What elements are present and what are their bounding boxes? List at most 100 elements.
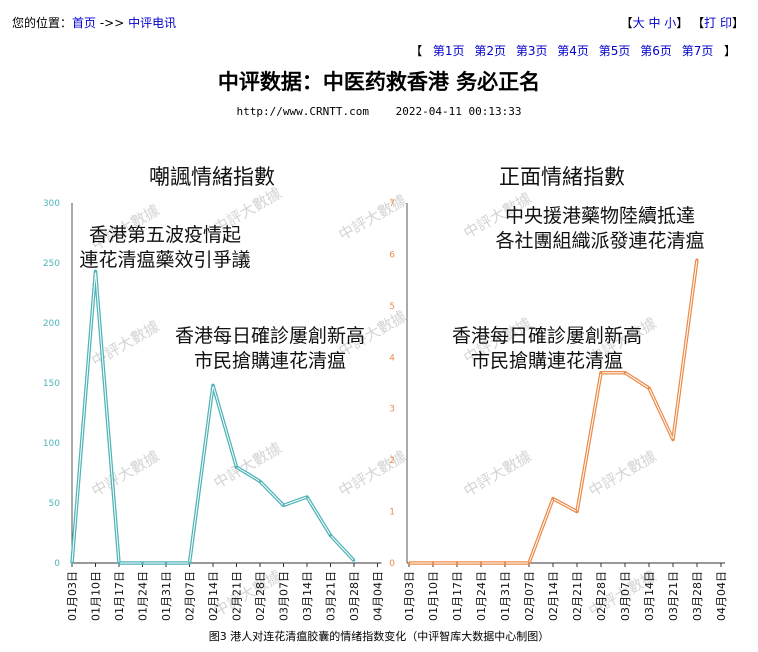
x-tick-label: 01月03日 (403, 571, 416, 621)
data-point (695, 258, 699, 261)
breadcrumb-prefix: 您的位置： (12, 16, 73, 30)
x-tick-label: 03月28日 (348, 571, 361, 621)
data-point (141, 561, 144, 565)
x-tick-label: 01月10日 (427, 571, 440, 621)
y-tick-label: 250 (43, 259, 60, 269)
font-large-button[interactable]: 大 (632, 16, 645, 30)
y-tick-label: 1 (389, 508, 395, 518)
chart-annotation: 各社團組織派發連花清瘟 (495, 230, 704, 252)
y-tick-label: 0 (389, 559, 395, 569)
chart-annotation: 市民搶購連花清瘟 (194, 350, 346, 372)
font-size-controls: 【大 中 小】 【打 印】 (621, 14, 744, 31)
series-line-outline (70, 269, 356, 565)
watermark-text: 中評大數據 (211, 439, 285, 492)
watermark-text: 中評大數據 (586, 447, 660, 500)
x-tick-label: 02月14日 (547, 571, 560, 621)
y-tick-label: 3 (389, 405, 395, 415)
y-tick-label: 150 (43, 379, 60, 389)
figure-caption: 图3 港人对连花清瘟胶囊的情绪指数变化（中评智库大数据中心制图） (208, 630, 550, 643)
font-small-button[interactable]: 小 (664, 16, 677, 30)
x-tick-label: 02月14日 (207, 571, 220, 621)
x-tick-label: 01月03日 (66, 571, 79, 621)
data-point (70, 561, 74, 565)
y-tick-label: 2 (389, 456, 395, 466)
x-tick-label: 01月31日 (160, 571, 173, 621)
breadcrumb-section-link[interactable]: 中评电讯 (128, 16, 177, 30)
series-line-inner (409, 259, 698, 564)
x-tick-label: 03月07日 (278, 571, 291, 621)
y-tick-label: 5 (389, 302, 395, 312)
page-link-2[interactable]: 第2页 (474, 44, 506, 58)
page-link-4[interactable]: 第4页 (557, 44, 589, 58)
x-tick-label: 01月10日 (90, 571, 103, 621)
x-tick-label: 03月28日 (691, 571, 704, 621)
chart-annotation: 香港每日確診屢創新高 (452, 325, 642, 347)
y-tick-label: 6 (389, 250, 395, 260)
bracket-open: 【 (410, 44, 423, 58)
bracket-close: 】 (731, 16, 744, 30)
page-link-6[interactable]: 第6页 (640, 44, 672, 58)
watermark-text: 中評大數據 (336, 447, 410, 500)
data-point (188, 561, 191, 565)
y-tick-label: 0 (54, 559, 60, 569)
source-url: http://www.CRNTT.com (236, 105, 369, 118)
series-line-outline (409, 259, 699, 565)
x-tick-label: 01月17日 (451, 571, 464, 621)
y-tick-label: 7 (389, 199, 395, 209)
x-tick-label: 03月07日 (619, 571, 632, 621)
x-tick-label: 02月28日 (254, 571, 267, 621)
data-point (94, 270, 97, 273)
x-tick-label: 01月31日 (499, 571, 512, 621)
publish-datetime: 2022-04-11 00:13:33 (395, 105, 522, 118)
bracket-close: 】 (723, 44, 736, 58)
data-point (479, 561, 483, 565)
x-tick-label: 01月24日 (137, 571, 150, 621)
x-tick-label: 03月14日 (643, 571, 656, 621)
chart-panel-1: 嘲諷情緒指數 0 50 100 150 200 250 300 01月03日 01月10日 01月1… (43, 165, 385, 621)
page-link-3[interactable]: 第3页 (515, 44, 548, 58)
data-point (599, 371, 603, 374)
data-point (623, 371, 627, 374)
data-point (282, 504, 285, 507)
x-tick-label: 02月07日 (523, 571, 536, 621)
print-button[interactable]: 打 印 (704, 16, 732, 30)
data-point (117, 561, 121, 565)
article-meta: http://www.CRNTT.com 2022-04-11 00:13:33 (0, 105, 758, 118)
data-point (164, 561, 168, 565)
chart-annotation: 香港每日確診屢創新高 (175, 325, 365, 347)
chart-annotation: 市民搶購連花清瘟 (471, 350, 623, 372)
article-title: 中评数据：中医药救香港 务必正名 (217, 69, 541, 94)
x-tick-label: 01月24日 (475, 571, 488, 621)
data-point (575, 510, 579, 513)
data-point (329, 534, 332, 537)
page-link-7[interactable]: 第7页 (681, 44, 714, 58)
data-point (503, 561, 507, 565)
watermark-text: 中評大數據 (89, 447, 163, 500)
x-tick-label: 02月07日 (184, 571, 197, 621)
bracket-open: 【 (692, 16, 705, 30)
data-point (455, 561, 459, 565)
breadcrumb-home-link[interactable]: 首页 (72, 16, 97, 30)
x-tick-label: 02月21日 (231, 571, 244, 621)
font-medium-button[interactable]: 中 (648, 16, 661, 30)
data-point (551, 497, 555, 500)
bracket-close: 】 (676, 16, 689, 30)
x-tick-label: 03月14日 (301, 571, 314, 621)
page-link-1[interactable]: 第1页 (432, 44, 465, 58)
data-point (352, 559, 356, 562)
data-point (671, 438, 675, 441)
y-tick-label: 50 (49, 499, 61, 509)
x-tick-label: 03月21日 (325, 571, 338, 621)
chart-annotation: 香港第五波疫情起 (89, 224, 241, 246)
x-tick-label: 01月17日 (113, 571, 126, 621)
chart-title: 正面情緒指數 (499, 165, 625, 189)
data-point (431, 561, 435, 565)
y-tick-label: 300 (43, 199, 60, 209)
page-link-5[interactable]: 第5页 (598, 44, 631, 58)
watermark-text: 中評大數據 (336, 191, 410, 244)
watermark-text: 中評大數據 (211, 567, 285, 620)
data-point (258, 480, 262, 483)
chart-panel-2: 正面情緒指數 0 1 2 3 4 5 6 7 01月03日 01月10日 01月17日 01月24日 01… (389, 165, 728, 621)
y-tick-label: 100 (43, 439, 60, 449)
